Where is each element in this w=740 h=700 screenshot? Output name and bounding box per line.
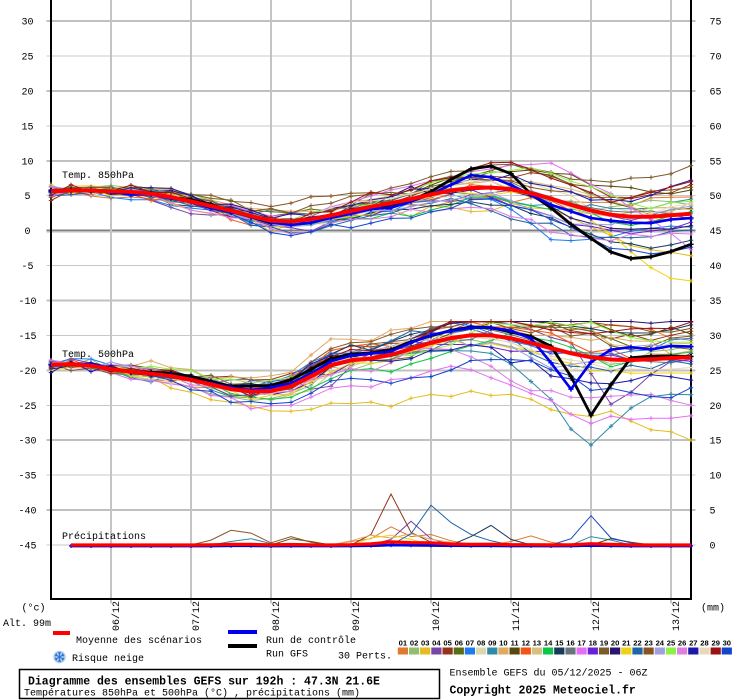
svg-text:29: 29 (711, 639, 719, 648)
svg-text:13: 13 (533, 639, 541, 648)
svg-text:30: 30 (710, 332, 722, 343)
svg-text:07: 07 (466, 639, 474, 648)
svg-text:01: 01 (399, 639, 408, 648)
svg-text:23: 23 (644, 639, 652, 648)
svg-text:Températures 850hPa et 500hPa: Températures 850hPa et 500hPa (°C) , pré… (24, 688, 360, 700)
svg-text:08: 08 (477, 639, 485, 648)
svg-text:09/12: 09/12 (351, 601, 363, 631)
svg-text:25: 25 (667, 639, 676, 648)
svg-text:25: 25 (21, 53, 33, 64)
svg-text:45: 45 (710, 227, 722, 238)
svg-text:-40: -40 (18, 507, 36, 518)
svg-text:06/12: 06/12 (111, 601, 123, 631)
svg-text:30: 30 (723, 639, 731, 648)
svg-text:26: 26 (678, 639, 686, 648)
svg-text:04: 04 (432, 639, 441, 648)
svg-text:Run de contrôle: Run de contrôle (266, 635, 356, 647)
svg-text:10: 10 (21, 157, 33, 168)
svg-text:-5: -5 (21, 262, 33, 273)
svg-text:70: 70 (710, 53, 722, 64)
svg-text:15: 15 (21, 122, 33, 133)
svg-text:Alt. 99m: Alt. 99m (3, 618, 51, 630)
svg-text:5: 5 (710, 507, 716, 518)
svg-text:06: 06 (455, 639, 463, 648)
svg-text:27: 27 (689, 639, 697, 648)
svg-text:Précipitations: Précipitations (62, 531, 146, 543)
svg-text:22: 22 (633, 639, 641, 648)
svg-text:Moyenne des scénarios: Moyenne des scénarios (76, 635, 202, 647)
svg-text:20: 20 (611, 639, 619, 648)
svg-text:60: 60 (710, 122, 722, 133)
svg-text:11: 11 (511, 639, 520, 648)
svg-text:-10: -10 (18, 297, 36, 308)
svg-text:12: 12 (522, 639, 530, 648)
svg-text:10: 10 (710, 472, 722, 483)
svg-text:25: 25 (710, 367, 722, 378)
svg-text:03: 03 (421, 639, 429, 648)
svg-text:40: 40 (710, 262, 722, 273)
svg-text:Run GFS: Run GFS (266, 650, 308, 661)
svg-text:05: 05 (443, 639, 452, 648)
svg-text:Copyright 2025 Meteociel.fr: Copyright 2025 Meteociel.fr (450, 685, 636, 698)
svg-text:50: 50 (710, 192, 722, 203)
svg-text:10: 10 (499, 639, 507, 648)
svg-text:75: 75 (710, 18, 722, 29)
svg-text:07/12: 07/12 (191, 601, 203, 631)
svg-text:55: 55 (710, 157, 722, 168)
svg-text:-30: -30 (18, 437, 36, 448)
svg-text:Diagramme des ensembles GEFS s: Diagramme des ensembles GEFS sur 192h : … (28, 676, 380, 689)
svg-text:28: 28 (700, 639, 708, 648)
svg-text:0: 0 (710, 542, 716, 553)
svg-text:Temp. 850hPa: Temp. 850hPa (62, 170, 134, 182)
svg-text:11/12: 11/12 (511, 601, 523, 631)
svg-text:09: 09 (488, 639, 496, 648)
svg-text:17: 17 (577, 639, 585, 648)
svg-text:0: 0 (24, 227, 30, 238)
svg-text:21: 21 (622, 639, 631, 648)
svg-text:5: 5 (24, 192, 30, 203)
svg-text:14: 14 (544, 639, 553, 648)
svg-text:13/12: 13/12 (671, 601, 683, 631)
svg-text:Risque neige: Risque neige (72, 653, 144, 665)
svg-text:02: 02 (410, 639, 418, 648)
svg-text:-45: -45 (18, 542, 36, 553)
svg-text:-20: -20 (18, 367, 36, 378)
svg-text:Ensemble GEFS du 05/12/2025 -: Ensemble GEFS du 05/12/2025 - 06Z (450, 668, 648, 680)
svg-text:18: 18 (589, 639, 597, 648)
svg-text:65: 65 (710, 87, 722, 98)
svg-text:(mm): (mm) (701, 603, 725, 615)
svg-text:20: 20 (710, 402, 722, 413)
svg-text:12/12: 12/12 (591, 601, 603, 631)
svg-text:-15: -15 (18, 332, 36, 343)
svg-text:(°c): (°c) (22, 603, 46, 615)
svg-text:08/12: 08/12 (271, 601, 283, 631)
svg-text:Temp. 500hPa: Temp. 500hPa (62, 349, 134, 361)
svg-text:16: 16 (566, 639, 574, 648)
svg-text:-25: -25 (18, 402, 36, 413)
svg-text:15: 15 (555, 639, 564, 648)
svg-text:10/12: 10/12 (431, 601, 443, 631)
svg-text:30: 30 (21, 18, 33, 29)
svg-text:-35: -35 (18, 472, 36, 483)
svg-text:30 Perts.: 30 Perts. (338, 652, 392, 663)
svg-text:24: 24 (656, 639, 665, 648)
svg-text:19: 19 (600, 639, 608, 648)
svg-text:20: 20 (21, 87, 33, 98)
svg-text:35: 35 (710, 297, 722, 308)
svg-text:15: 15 (710, 437, 722, 448)
